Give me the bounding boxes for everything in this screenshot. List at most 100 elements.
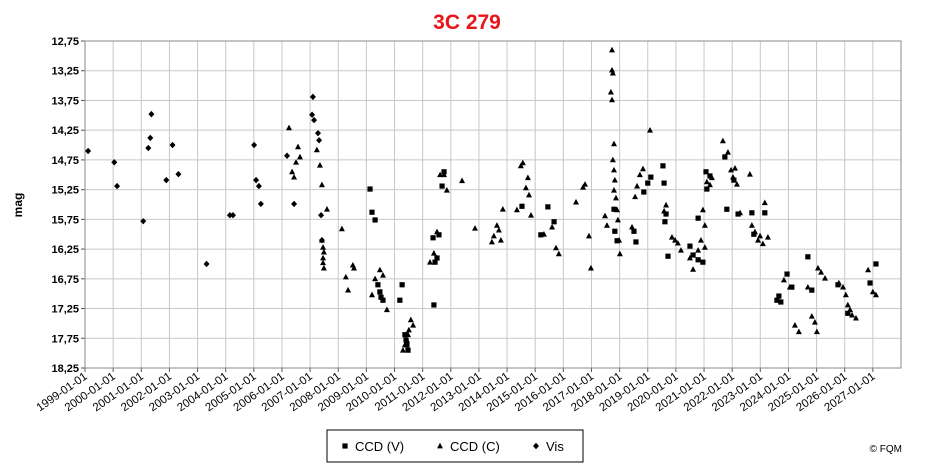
point [522,184,529,191]
point [634,182,641,189]
point [439,183,445,189]
point [759,240,766,247]
point [610,187,617,193]
point [699,206,706,213]
point [519,159,526,166]
point [255,182,262,190]
point [808,313,815,319]
legend-marker [342,443,348,449]
point [309,93,316,101]
point [376,266,383,273]
y-tick-label: 17,75 [51,333,79,345]
point [845,310,851,316]
point [296,153,303,160]
point [677,247,684,253]
point [320,264,327,271]
point [749,210,755,216]
point [405,347,411,353]
point [695,257,701,263]
point [822,275,829,281]
point [318,181,325,188]
point [551,219,557,225]
point [493,222,500,228]
point [629,223,636,230]
point [286,124,292,131]
point [226,212,233,219]
point [648,174,654,180]
point [573,198,580,205]
point [369,209,375,215]
point [661,180,667,186]
point [609,156,616,163]
point [603,222,610,228]
point [631,228,637,234]
y-tick-label: 16,25 [51,244,79,256]
legend-marker [437,442,443,449]
point [410,321,417,328]
point [513,206,520,213]
point [203,260,210,268]
point [407,316,414,323]
point [369,291,376,298]
point [805,254,811,260]
point [610,140,617,147]
point [580,184,587,190]
point [372,275,379,282]
point [404,342,410,348]
point [545,204,551,210]
point [697,236,704,243]
point [313,146,320,153]
point [661,207,668,214]
point [345,286,352,293]
point [383,306,390,313]
point [367,186,373,192]
credit: © FQM [870,444,902,455]
point [751,228,758,235]
point [397,297,403,303]
point [844,301,851,308]
point [314,129,321,137]
point [320,244,327,250]
point [549,223,556,230]
point [405,331,412,338]
point [350,264,357,271]
y-axis-label: mag [11,193,25,218]
point [665,253,671,259]
point [434,228,441,235]
point [430,250,437,256]
point [814,264,821,271]
point [291,200,298,208]
point [553,244,560,251]
point [459,177,466,184]
point [614,216,621,223]
point [318,236,325,244]
chart-title: 3C 279 [433,11,501,34]
point [811,319,818,325]
point [695,247,702,253]
y-tick-label: 12,75 [51,36,79,48]
point [437,171,444,178]
point [517,162,524,169]
point [778,299,784,305]
point [852,314,859,321]
point [663,211,669,217]
point [175,170,182,178]
point [674,239,681,246]
point [616,250,623,257]
point [730,173,737,180]
point [426,258,433,265]
point [432,259,438,265]
point [641,189,647,195]
point [401,341,408,348]
point [111,159,118,166]
point [611,176,618,183]
point [614,206,621,213]
point [873,261,879,267]
point [795,328,802,335]
point [585,232,592,239]
point [690,266,697,272]
point [293,159,300,165]
point [148,110,155,118]
point [728,166,735,173]
